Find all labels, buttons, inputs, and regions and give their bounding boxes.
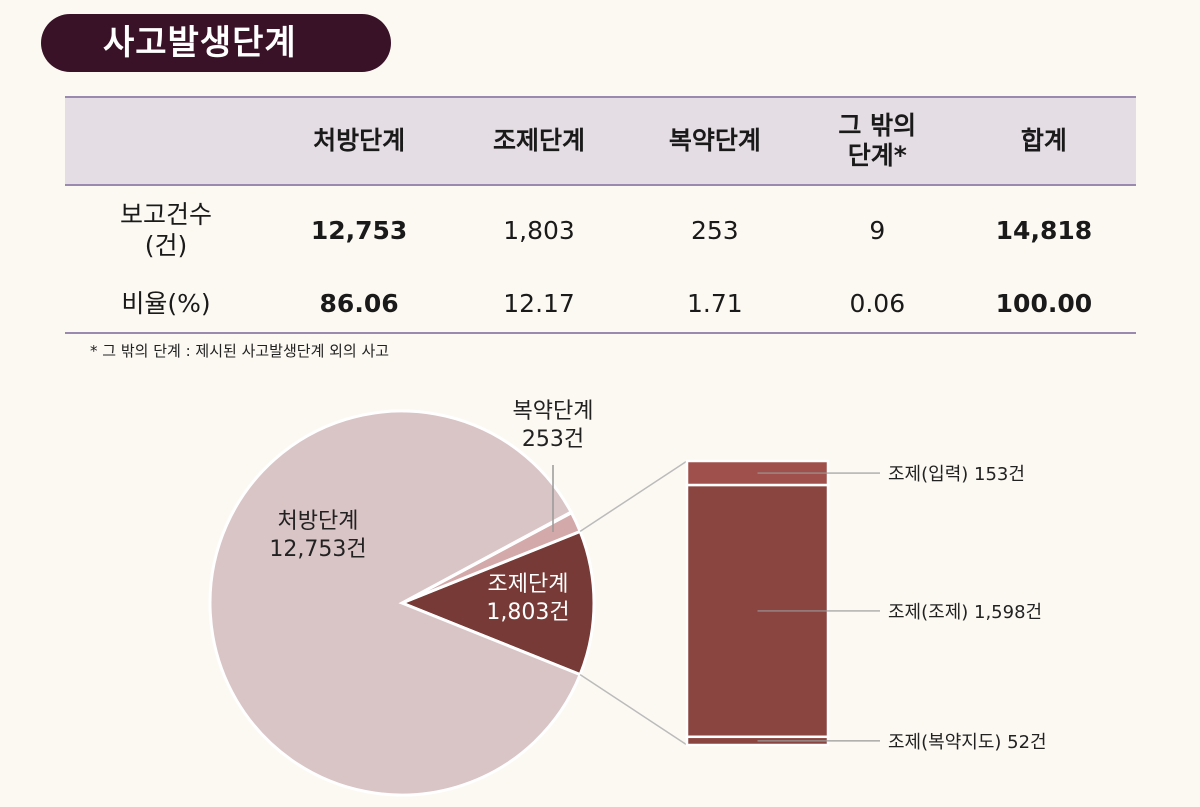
header-dispense: 조제단계 <box>493 126 586 155</box>
cell: 0.06 <box>849 288 906 318</box>
row-label: 보고건수 (건) <box>65 185 267 274</box>
cell: 9 <box>869 215 886 245</box>
bar-label-2: 조제(복약지도) 52건 <box>888 732 1047 753</box>
cell: 100.00 <box>995 288 1093 318</box>
pie-label-prescribe: 처방단계 12,753건 <box>269 509 366 562</box>
bar-label-0: 조제(입력) 153건 <box>888 464 1025 485</box>
header-other-l2: 단계* <box>847 141 907 170</box>
header-medication: 복약단계 <box>668 126 761 155</box>
header-other-l1: 그 밖의 <box>838 111 917 140</box>
cell: 253 <box>690 215 739 245</box>
table-row: 보고건수 (건) 12,753 1,803 253 9 14,818 <box>65 185 1136 274</box>
stage-table: 처방단계 조제단계 복약단계 그 밖의 단계* 합계 보고건수 (건) 12,753… <box>65 96 1136 334</box>
table-row: 비율(%) 86.06 12.17 1.71 0.06 100.00 <box>65 274 1136 333</box>
section-title: 사고발생단계 <box>41 14 391 72</box>
cell: 12,753 <box>310 215 408 245</box>
cell: 1.71 <box>687 288 743 318</box>
connector-line <box>579 673 688 746</box>
cell: 14,818 <box>995 215 1093 245</box>
cell: 12.17 <box>503 288 575 318</box>
pie-slice-0 <box>397 529 596 677</box>
cell: 1,803 <box>503 215 575 245</box>
header-prescribe: 처방단계 <box>313 126 406 155</box>
table-header-row: 처방단계 조제단계 복약단계 그 밖의 단계* 합계 <box>65 97 1136 185</box>
header-total: 합계 <box>1020 126 1067 155</box>
row-label-l2: (건) <box>144 231 188 260</box>
footnote: * 그 밖의 단계 : 제시된 사고발생단계 외의 사고 <box>90 342 390 360</box>
connector-line <box>579 460 688 533</box>
row-label: 비율(%) <box>121 288 211 318</box>
header-other: 그 밖의 단계* <box>803 97 952 185</box>
pie-label-dispense: 조제단계 1,803건 <box>486 572 569 625</box>
cell: 86.06 <box>319 288 399 318</box>
row-label-l1: 보고건수 <box>119 200 212 229</box>
pie-slice-3 <box>208 409 583 797</box>
bar-label-1: 조제(조제) 1,598건 <box>888 602 1042 623</box>
pie-label-medication: 복약단계 253건 <box>513 399 594 452</box>
